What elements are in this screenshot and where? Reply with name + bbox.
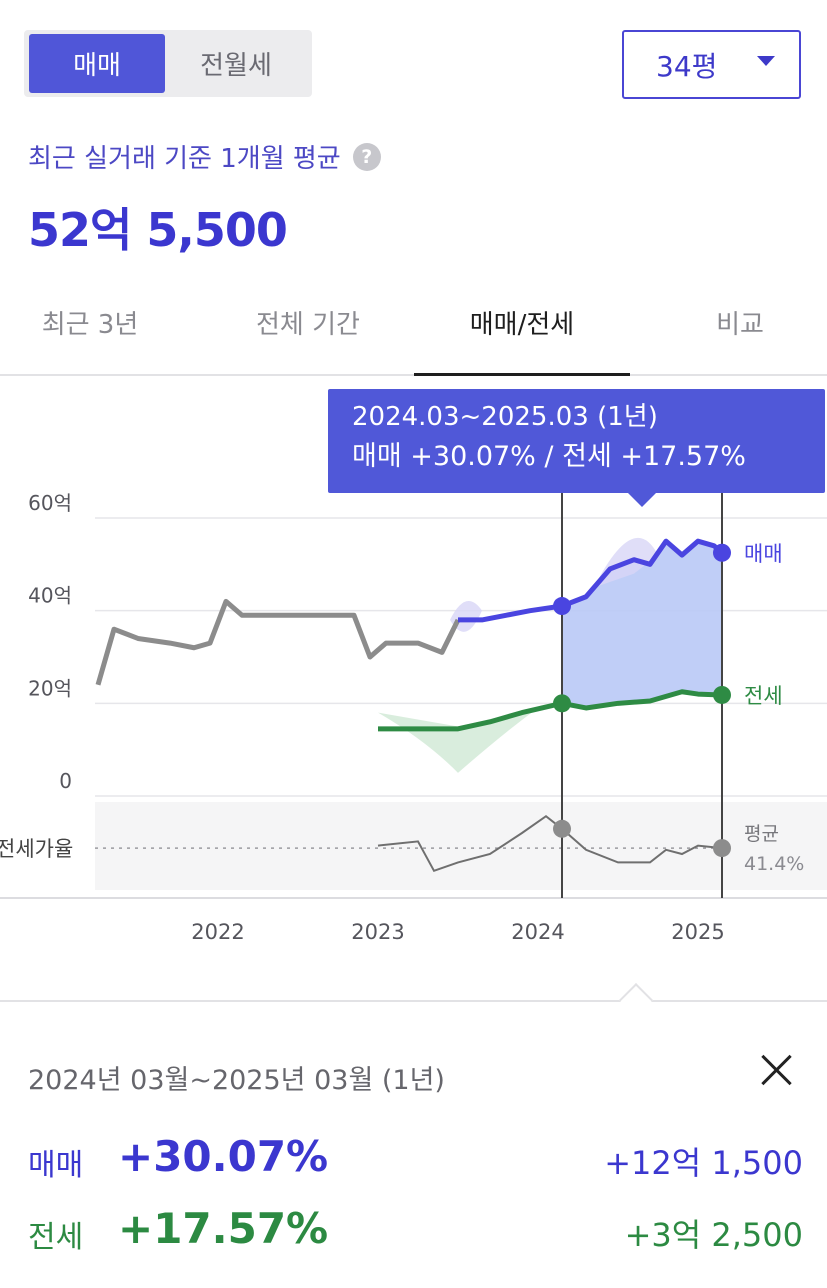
rent-toggle-button[interactable]: 전월세 — [200, 51, 272, 81]
y-tick-label: 40억 — [28, 584, 72, 608]
close-icon[interactable] — [756, 1050, 796, 1090]
average-label: 최근 실거래 기준 1개월 평균 — [28, 144, 341, 174]
jeonse-series-label: 전세 — [744, 684, 783, 708]
result-period: 2024년 03월~2025년 03월 (1년) — [28, 1065, 445, 1096]
average-label-row: 최근 실거래 기준 1개월 평균 ? — [28, 138, 381, 175]
jeonse-change-percent: +17.57% — [118, 1204, 329, 1253]
sale-toggle-button[interactable]: 매매 — [29, 34, 165, 93]
jeonse-label: 전세 — [28, 1220, 84, 1255]
x-tick-label: 2025 — [671, 920, 724, 944]
x-tick-label: 2022 — [191, 920, 244, 944]
tab-recent-3y[interactable]: 최근 3년 — [41, 310, 139, 340]
sale-change-percent: +30.07% — [118, 1132, 329, 1181]
ratio-average-label: 평균 — [744, 823, 779, 845]
x-tick-label: 2023 — [351, 920, 404, 944]
size-select-value: 34평 — [656, 49, 718, 83]
ratio-marker — [553, 819, 571, 838]
sale-series-label: 매매 — [744, 542, 783, 566]
sale-change-amount: +12억 1,500 — [604, 1144, 803, 1182]
tooltip-range: 2024.03~2025.03 (1년) — [352, 402, 658, 432]
sale-change-row: 매매 +30.07% +12억 1,500 — [28, 1132, 803, 1188]
y-tick-label: 20억 — [28, 676, 72, 700]
sale-line — [458, 538, 724, 623]
jeonse-change-amount: +3억 2,500 — [624, 1216, 803, 1254]
series-marker — [713, 685, 731, 704]
series-marker — [713, 543, 731, 562]
tab-sale-jeonse[interactable]: 매매/전세 — [414, 290, 630, 376]
sale-history-line — [95, 598, 461, 686]
size-select[interactable]: 34평 — [622, 30, 801, 99]
jeonse-ribbon — [378, 707, 538, 773]
period-tabs: 최근 3년 전체 기간 매매/전세 비교 — [0, 290, 827, 376]
ratio-label: 전세가율 — [0, 837, 73, 861]
ratio-average-value: 41.4% — [744, 853, 804, 875]
y-tick-label: 60억 — [28, 491, 72, 515]
chart-tooltip: 2024.03~2025.03 (1년) 매매 +30.07% / 전세 +17… — [328, 389, 825, 507]
average-price: 52억 5,500 — [28, 203, 288, 257]
caret-down-icon — [757, 56, 775, 66]
tooltip-detail: 매매 +30.07% / 전세 +17.57% — [352, 441, 746, 472]
series-marker — [553, 597, 571, 616]
series-marker — [553, 694, 571, 713]
sale-label: 매매 — [28, 1148, 84, 1183]
panel-divider — [0, 1000, 827, 1002]
x-tick-label: 2024 — [511, 920, 564, 944]
jeonse-change-row: 전세 +17.57% +3억 2,500 — [28, 1204, 803, 1260]
ratio-marker — [713, 839, 731, 858]
y-tick-label: 0 — [59, 769, 72, 793]
question-icon[interactable]: ? — [352, 142, 381, 171]
tab-all-period[interactable]: 전체 기간 — [256, 310, 360, 340]
jeonse-line — [378, 689, 723, 732]
trade-type-toggle: 매매 전월세 — [24, 30, 312, 97]
tab-compare[interactable]: 비교 — [716, 310, 764, 340]
